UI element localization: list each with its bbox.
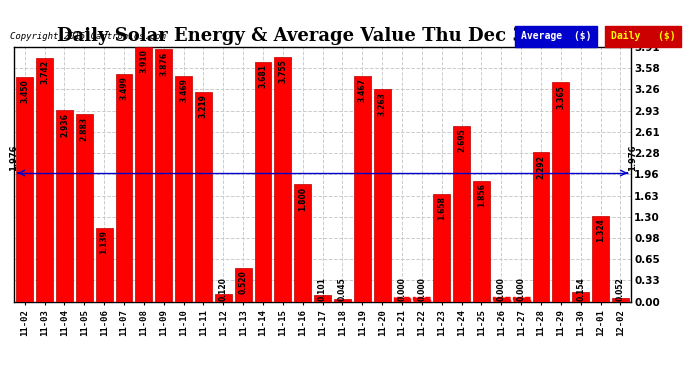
- Bar: [453, 126, 470, 302]
- Text: 3.365: 3.365: [556, 85, 565, 109]
- Bar: [36, 58, 53, 302]
- Bar: [235, 268, 252, 302]
- Bar: [155, 49, 172, 302]
- Bar: [255, 62, 271, 302]
- Title: Daily Solar Energy & Average Value Thu Dec 3 16:18: Daily Solar Energy & Average Value Thu D…: [57, 27, 588, 45]
- Bar: [17, 77, 33, 302]
- Bar: [195, 92, 212, 302]
- Bar: [612, 298, 629, 302]
- Text: 0.520: 0.520: [239, 271, 248, 294]
- Text: 1.658: 1.658: [437, 196, 446, 220]
- Bar: [533, 152, 549, 302]
- Bar: [96, 228, 112, 302]
- Text: 3.742: 3.742: [40, 60, 49, 84]
- Bar: [115, 74, 132, 302]
- Bar: [413, 297, 431, 302]
- Bar: [314, 295, 331, 302]
- Bar: [135, 47, 152, 302]
- Bar: [393, 297, 411, 302]
- Bar: [433, 194, 450, 302]
- Bar: [76, 114, 92, 302]
- Bar: [56, 110, 73, 302]
- Bar: [275, 57, 291, 302]
- Text: 1.324: 1.324: [596, 218, 605, 242]
- Bar: [572, 292, 589, 302]
- Text: Average  ($): Average ($): [521, 32, 591, 41]
- Bar: [215, 294, 232, 302]
- Text: 3.219: 3.219: [199, 94, 208, 118]
- Text: 1.856: 1.856: [477, 183, 486, 207]
- Text: 0.120: 0.120: [219, 278, 228, 301]
- Text: 2.883: 2.883: [80, 117, 89, 141]
- Text: 0.000: 0.000: [417, 278, 426, 301]
- Text: 1.976: 1.976: [628, 144, 637, 171]
- Text: Copyright 2015 Cartronics.com: Copyright 2015 Cartronics.com: [10, 32, 166, 41]
- Bar: [513, 297, 530, 302]
- Text: 0.154: 0.154: [576, 278, 585, 301]
- Bar: [334, 299, 351, 302]
- Bar: [592, 216, 609, 302]
- Text: 0.101: 0.101: [318, 278, 327, 301]
- Text: 3.467: 3.467: [358, 78, 367, 102]
- Text: 3.450: 3.450: [20, 80, 29, 103]
- Text: 2.292: 2.292: [537, 155, 546, 179]
- Text: 1.800: 1.800: [298, 187, 307, 211]
- Text: Daily   ($): Daily ($): [611, 32, 676, 41]
- Text: 3.499: 3.499: [119, 76, 128, 100]
- Bar: [294, 184, 311, 302]
- Bar: [374, 89, 391, 302]
- Bar: [553, 82, 569, 302]
- Text: 2.695: 2.695: [457, 129, 466, 153]
- Text: 3.910: 3.910: [139, 50, 148, 74]
- Bar: [175, 76, 192, 302]
- Text: 1.976: 1.976: [9, 144, 19, 171]
- Text: 2.936: 2.936: [60, 113, 69, 137]
- Text: 0.052: 0.052: [616, 278, 625, 301]
- Text: 3.755: 3.755: [278, 60, 287, 83]
- Text: 0.045: 0.045: [338, 278, 347, 301]
- Bar: [354, 76, 371, 302]
- Text: 3.263: 3.263: [377, 92, 386, 116]
- Text: 0.000: 0.000: [397, 278, 406, 301]
- Text: 0.000: 0.000: [517, 278, 526, 301]
- Text: 3.681: 3.681: [259, 64, 268, 88]
- Text: 1.139: 1.139: [99, 230, 108, 254]
- Text: 0.000: 0.000: [497, 278, 506, 301]
- Bar: [473, 181, 490, 302]
- Bar: [493, 297, 510, 302]
- Text: 3.876: 3.876: [159, 52, 168, 76]
- Text: 3.469: 3.469: [179, 78, 188, 102]
